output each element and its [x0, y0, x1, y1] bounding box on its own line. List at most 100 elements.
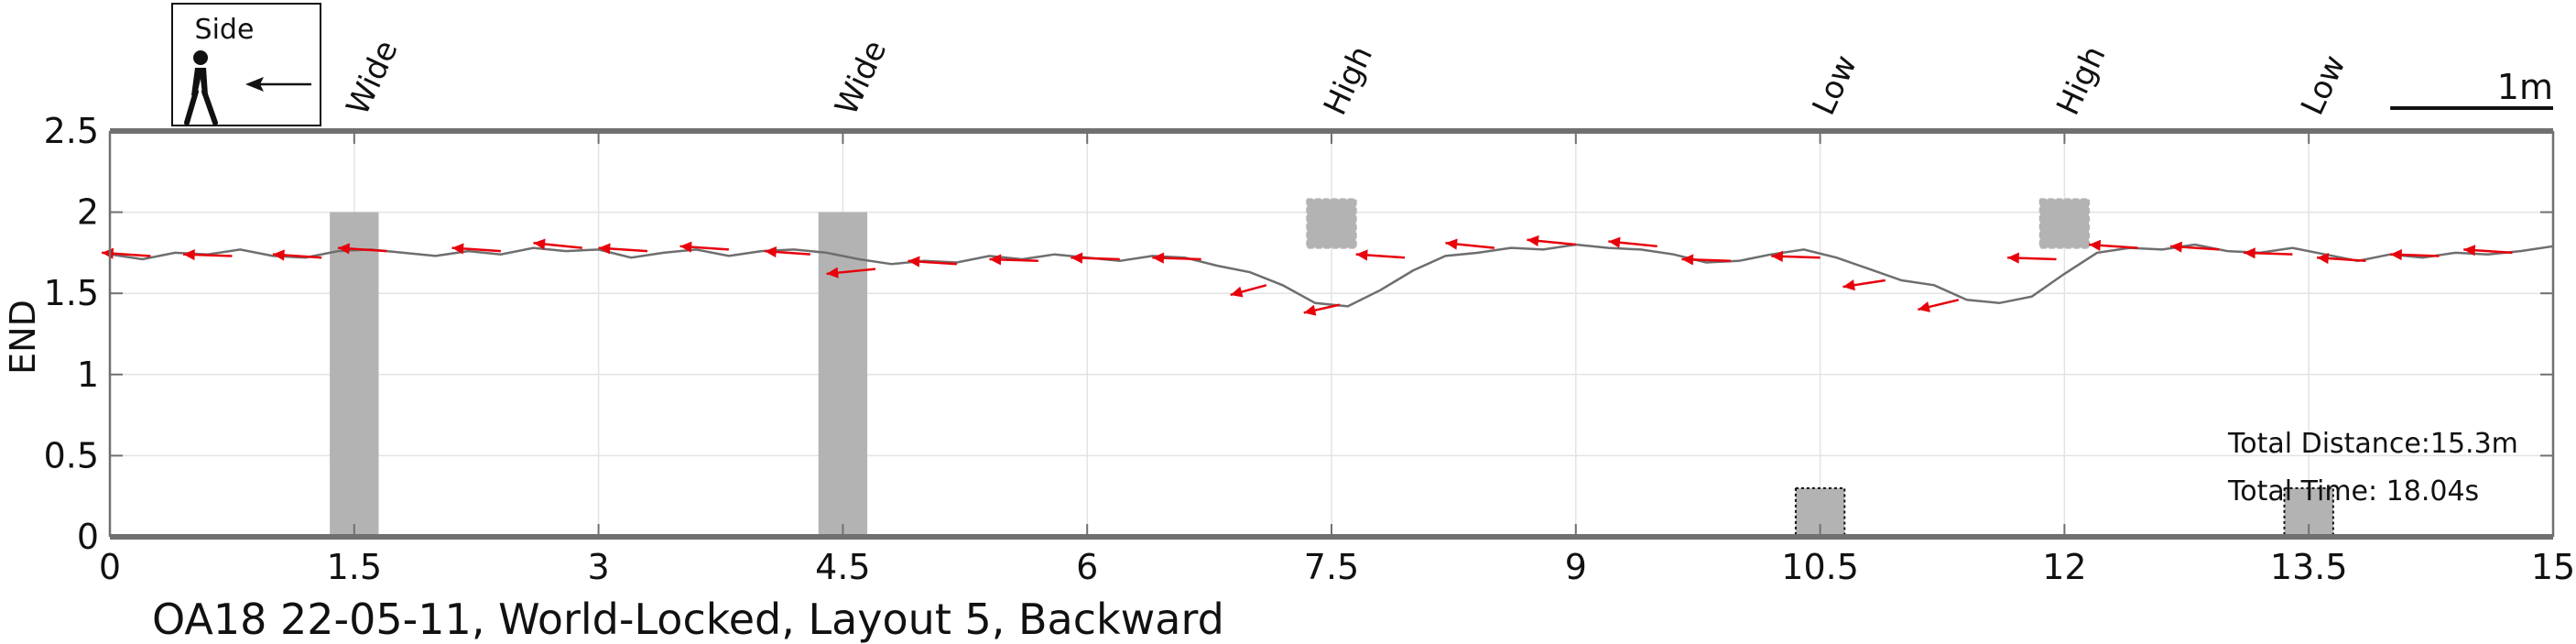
- orientation-arrow: [2390, 249, 2440, 261]
- orientation-arrow: [1842, 278, 1886, 291]
- orientation-arrow-head: [533, 238, 546, 250]
- orientation-arrow-head: [1681, 254, 1694, 266]
- orientation-arrow: [826, 267, 876, 278]
- orientation-arrow: [1771, 250, 1821, 262]
- orientation-arrow-head: [1842, 279, 1855, 291]
- x-tick-label: 6: [1076, 547, 1098, 587]
- y-tick-labels: 0 0.5 1 1.5 2 2.5: [44, 111, 2553, 557]
- scale-bar-label: 1m: [2497, 67, 2553, 107]
- obstacle-high: [2038, 198, 2091, 249]
- orientation-arrow: [272, 249, 322, 261]
- orientation-arrow: [989, 254, 1038, 266]
- orientation-arrow: [1355, 249, 1406, 261]
- orientation-arrow-head: [338, 243, 350, 255]
- obstacle-wide: [818, 212, 868, 537]
- orientation-arrow: [2244, 247, 2293, 259]
- orientation-arrow-head: [1071, 252, 1083, 264]
- orientation-arrow-head: [826, 267, 839, 278]
- orientation-arrow: [2463, 245, 2513, 257]
- x-tick-label: 1.5: [327, 547, 382, 587]
- obstacle-label: Wide: [340, 35, 406, 121]
- legend: Side: [171, 3, 321, 126]
- orientation-arrow-head: [2089, 239, 2102, 251]
- orientation-arrow-head: [2463, 245, 2476, 257]
- x-tick-label: 0: [99, 547, 121, 587]
- orientation-arrow: [1681, 254, 1731, 266]
- orientation-arrow: [182, 249, 233, 261]
- orientation-arrow-head: [1771, 250, 1784, 262]
- y-tick-label: 2.5: [44, 111, 99, 151]
- x-tick-label: 9: [1565, 547, 1587, 587]
- orientation-arrow-head: [2244, 247, 2255, 259]
- orientation-arrow: [1918, 299, 1960, 312]
- trajectory-line: [109, 243, 2554, 308]
- orientation-arrow-head: [1608, 236, 1621, 248]
- orientation-arrow: [598, 243, 648, 255]
- orientation-arrow-head: [102, 247, 114, 259]
- orientation-arrow-head: [183, 249, 195, 261]
- y-axis-label: END: [3, 300, 43, 375]
- orientation-arrow: [1527, 235, 1576, 247]
- orientation-arrow-head: [2317, 252, 2330, 265]
- total-distance-annotation: Total Distance:15.3m: [2227, 428, 2518, 460]
- x-tick-labels: 0 1.5 3 4.5 6 7.5 9 10.5 12 13.5 15: [99, 131, 2575, 587]
- obstacle-wide: [330, 212, 379, 537]
- x-tick-label: 10.5: [1781, 547, 1859, 587]
- orientation-arrow: [337, 243, 387, 255]
- orientation-arrow-head: [679, 241, 692, 253]
- x-tick-label: 7.5: [1304, 547, 1359, 587]
- orientation-arrow-head: [1918, 301, 1930, 312]
- obstacle-label: High: [1317, 40, 1380, 121]
- orientation-arrow: [2007, 252, 2057, 264]
- orientation-arrow-head: [765, 246, 777, 258]
- orientation-arrow: [1230, 284, 1267, 298]
- x-tick-label: 3: [588, 547, 610, 587]
- trajectory-series: [109, 243, 2554, 308]
- orientation-arrows: [102, 235, 2513, 316]
- orientation-arrow: [451, 243, 501, 255]
- orientation-arrow-head: [1230, 286, 1244, 298]
- orientation-arrow: [1445, 238, 1495, 250]
- orientation-arrow-head: [451, 243, 464, 255]
- orientation-arrow: [533, 238, 582, 250]
- chart-title: OA18 22-05-11, World-Locked, Layout 5, B…: [152, 595, 1224, 644]
- y-tick-label: 1.5: [44, 273, 99, 313]
- arrow-left-icon: [245, 77, 311, 92]
- orientation-arrow: [1152, 252, 1201, 264]
- obstacle-label: High: [2049, 40, 2113, 121]
- orientation-arrow-head: [1152, 252, 1165, 264]
- orientation-arrow-head: [1445, 238, 1458, 250]
- orientation-arrow: [2088, 239, 2138, 251]
- orientation-arrow-head: [2390, 249, 2402, 261]
- obstacle-label: Wide: [828, 35, 894, 121]
- obstacle-high: [1306, 198, 1357, 249]
- legend-title: Side: [195, 14, 255, 46]
- obstacles: [330, 198, 2334, 539]
- orientation-arrow: [1071, 252, 1120, 264]
- orientation-arrow: [1303, 303, 1341, 316]
- orientation-arrow: [764, 246, 810, 258]
- orientation-arrow-head: [989, 254, 1002, 266]
- y-tick-label: 0.5: [44, 435, 99, 475]
- orientation-arrow-head: [2170, 241, 2182, 253]
- x-tick-label: 12: [2042, 547, 2086, 587]
- y-tick-label: 1: [77, 355, 99, 395]
- walking-person-icon: [184, 50, 218, 126]
- orientation-arrow-head: [1303, 304, 1317, 316]
- orientation-arrow-head: [2007, 252, 2019, 264]
- x-tick-label: 13.5: [2270, 547, 2348, 587]
- orientation-arrow: [908, 256, 957, 267]
- orientation-arrow-head: [598, 243, 611, 255]
- orientation-arrow: [679, 241, 729, 253]
- x-tick-label: 4.5: [815, 547, 870, 587]
- obstacle-label: Low: [2294, 49, 2353, 121]
- x-tick-label: 15: [2531, 547, 2575, 587]
- orientation-arrow: [2169, 241, 2220, 253]
- orientation-arrow-head: [272, 249, 285, 261]
- orientation-arrow: [2317, 252, 2366, 265]
- total-time-annotation: Total Time: 18.04s: [2227, 475, 2479, 508]
- orientation-arrow-head: [1355, 249, 1368, 261]
- y-tick-label: 0: [77, 517, 99, 557]
- legend-box: [171, 3, 321, 126]
